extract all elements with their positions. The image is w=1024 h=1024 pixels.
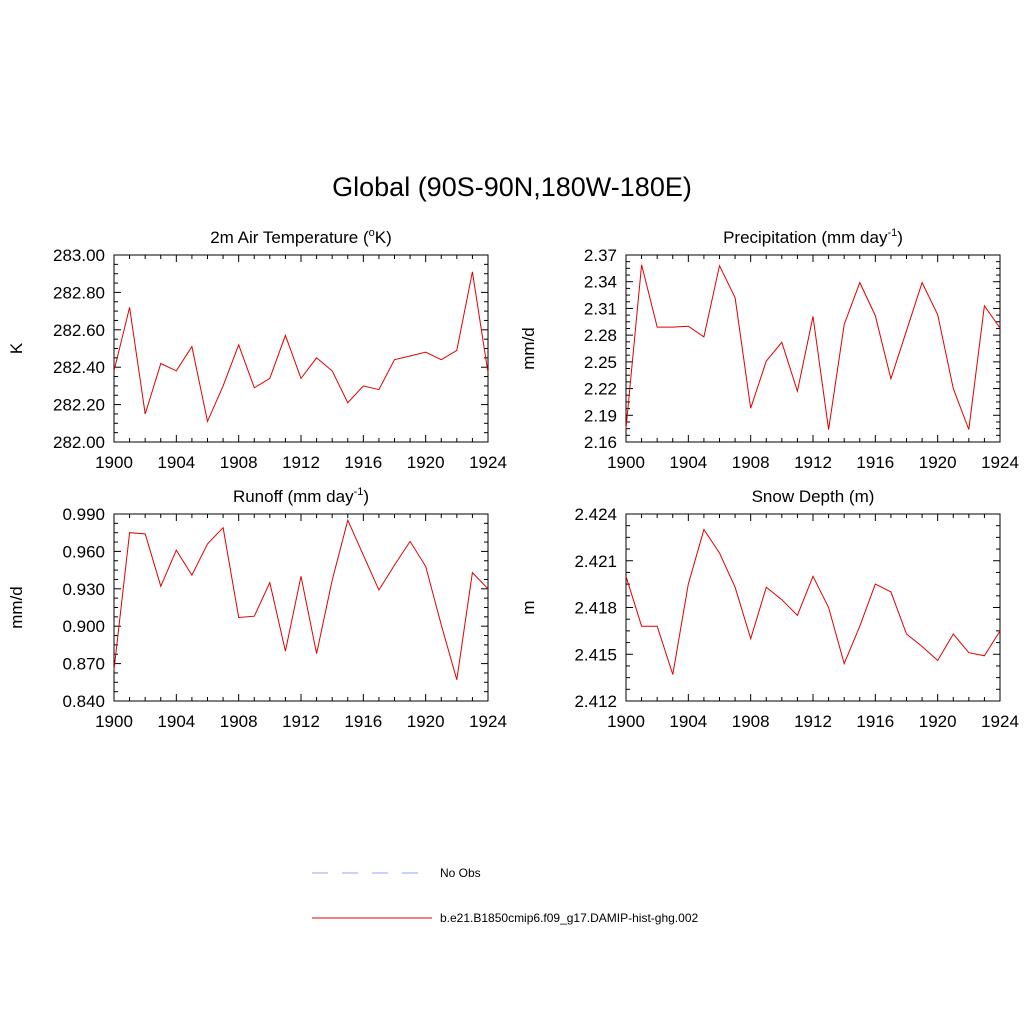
series-line — [625, 528, 1001, 675]
figure-title: Global (90S-90N,180W-180E) — [332, 172, 692, 202]
x-tick-label: 1908 — [220, 712, 258, 731]
y-tick-label: 282.20 — [53, 396, 105, 415]
y-tick-label: 2.412 — [574, 692, 617, 711]
x-tick-label: 1900 — [95, 712, 133, 731]
x-tick-label: 1900 — [95, 453, 133, 472]
plot-frame — [625, 513, 1001, 702]
panel-title-suffix: ) — [897, 228, 903, 247]
panel-title: Runoff (mm day-1) — [233, 486, 369, 506]
y-tick-label: 282.00 — [53, 433, 105, 452]
legend: No Obs b.e21.B1850cmip6.f09_g17.DAMIP-his… — [312, 866, 698, 925]
x-tick-label: 1904 — [157, 712, 195, 731]
y-tick-label: 2.37 — [584, 246, 617, 265]
y-tick-label: 2.418 — [574, 599, 617, 618]
y-tick-label: 0.900 — [62, 617, 105, 636]
y-tick-label: 0.960 — [62, 542, 105, 561]
panel-title-suffix: K) — [375, 228, 392, 247]
y-tick-label: 2.16 — [584, 433, 617, 452]
y-tick-label: 2.31 — [584, 299, 617, 318]
x-tick-label: 1900 — [607, 453, 645, 472]
y-tick-label: 2.415 — [574, 645, 617, 664]
y-axis-label: K — [7, 342, 26, 354]
x-tick-label: 1908 — [732, 712, 770, 731]
x-tick-label: 1908 — [732, 453, 770, 472]
panel-title: Snow Depth (m) — [752, 487, 875, 506]
y-axis-label: m — [519, 600, 538, 614]
y-axis-label: mm/d — [519, 327, 538, 370]
panel-title-text: Runoff (mm day — [233, 487, 354, 506]
x-tick-label: 1920 — [407, 712, 445, 731]
x-tick-label: 1908 — [220, 453, 258, 472]
x-tick-label: 1912 — [794, 712, 832, 731]
y-tick-label: 0.840 — [62, 692, 105, 711]
y-tick-label: 2.25 — [584, 353, 617, 372]
x-tick-label: 1924 — [469, 453, 507, 472]
y-tick-label: 0.870 — [62, 655, 105, 674]
y-tick-label: 282.80 — [53, 283, 105, 302]
x-tick-label: 1904 — [157, 453, 195, 472]
panel-title: Precipitation (mm day-1) — [723, 227, 903, 247]
y-tick-label: 2.22 — [584, 380, 617, 399]
y-tick-label: 2.28 — [584, 326, 617, 345]
chart-panel-2: 2.16 2.19 2.22 2.25 2.28 2.31 2.34 2.37 1900 1904… — [519, 227, 1019, 472]
panel-title-superscript: -1 — [887, 227, 897, 239]
x-tick-label: 1900 — [607, 712, 645, 731]
y-tick-label: 2.34 — [584, 273, 617, 292]
y-tick-label: 0.990 — [62, 505, 105, 524]
x-tick-label: 1916 — [856, 712, 894, 731]
plot-frame — [113, 254, 489, 443]
y-tick-label: 2.421 — [574, 552, 617, 571]
panel-title: 2m Air Temperature (oK) — [210, 227, 392, 247]
series-line — [113, 271, 489, 424]
legend-model-label: b.e21.B1850cmip6.f09_g17.DAMIP-hist-ghg.… — [440, 911, 698, 925]
x-tick-label: 1924 — [469, 712, 507, 731]
panel-title-suffix: ) — [363, 487, 369, 506]
legend-obs-label: No Obs — [440, 866, 481, 880]
panel-title-superscript: -1 — [354, 486, 364, 498]
y-tick-label: 0.930 — [62, 580, 105, 599]
y-tick-label: 2.424 — [574, 505, 617, 524]
panel-title-superscript: o — [369, 227, 375, 239]
panel-title-text: Snow Depth (m) — [752, 487, 875, 506]
series-line — [113, 518, 489, 680]
chart-panel-1: 282.00 282.20 282.40 282.60 282.80 283.00 1900… — [7, 227, 507, 472]
plot-frame — [113, 513, 489, 702]
chart-panel-4: 2.412 2.415 2.418 2.421 2.424 1900 1904 1908 191… — [519, 487, 1019, 731]
x-tick-label: 1924 — [981, 712, 1019, 731]
y-axis-label: mm/d — [7, 586, 26, 629]
x-tick-label: 1920 — [919, 453, 957, 472]
x-tick-label: 1916 — [344, 453, 382, 472]
y-tick-label: 282.40 — [53, 358, 105, 377]
plot-frame — [625, 254, 1001, 443]
x-tick-label: 1920 — [407, 453, 445, 472]
x-tick-label: 1912 — [282, 712, 320, 731]
x-tick-label: 1912 — [794, 453, 832, 472]
panel-title-text: Precipitation (mm day — [723, 228, 888, 247]
x-tick-label: 1912 — [282, 453, 320, 472]
y-tick-label: 2.19 — [584, 406, 617, 425]
x-tick-label: 1916 — [344, 712, 382, 731]
x-tick-label: 1904 — [669, 712, 707, 731]
x-tick-label: 1904 — [669, 453, 707, 472]
x-tick-label: 1916 — [856, 453, 894, 472]
panel-title-text: 2m Air Temperature ( — [210, 228, 369, 247]
x-tick-label: 1924 — [981, 453, 1019, 472]
y-tick-label: 282.60 — [53, 321, 105, 340]
chart-panel-3: 0.840 0.870 0.900 0.930 0.960 0.990 1900 1904 19… — [7, 486, 507, 731]
x-tick-label: 1920 — [919, 712, 957, 731]
y-tick-label: 283.00 — [53, 246, 105, 265]
series-line — [625, 264, 1001, 430]
